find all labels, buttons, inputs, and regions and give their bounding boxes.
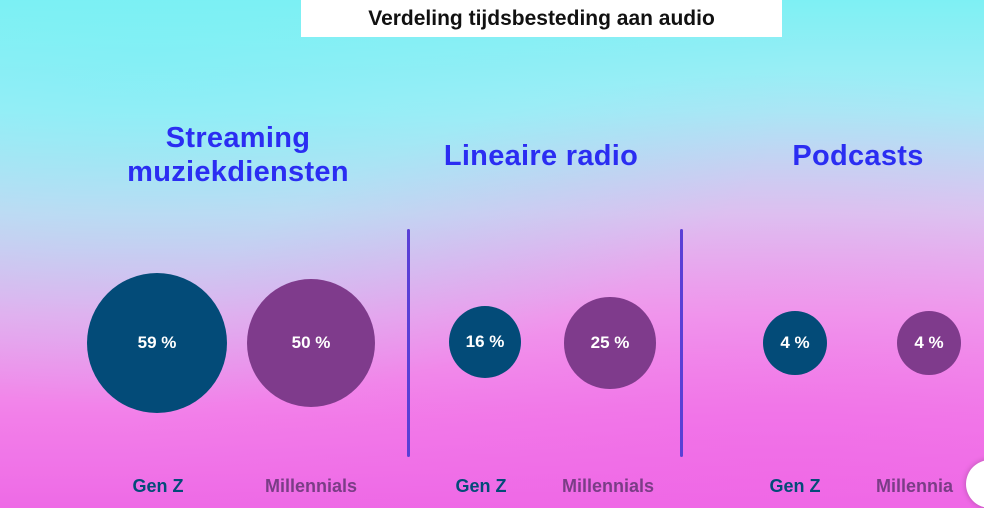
group-label-gen-z: Gen Z: [455, 476, 507, 496]
bubble-value-label: 25 %: [590, 332, 630, 352]
group-label-millennials: Millennials: [561, 476, 655, 496]
group-label-gen-z: Gen Z: [769, 476, 821, 496]
bubble-podcasts-millennials: 4 %: [897, 311, 961, 375]
bubble-podcasts-gen-z: 4 %: [763, 311, 827, 375]
group-label-millennials: Millennia: [876, 476, 954, 496]
group-label-millennials: Millennials: [264, 476, 358, 496]
group-label-gen-z: Gen Z: [132, 476, 184, 496]
bubble-value-label: 4 %: [914, 333, 944, 352]
bubble-radio-gen-z: 16 %: [448, 305, 522, 379]
section-title-line-2: muziekdiensten: [127, 156, 349, 188]
section-title-line-1: Streaming: [165, 122, 311, 154]
section-title-radio: Lineaire radio: [416, 139, 666, 173]
section-title-podcasts: Podcasts: [760, 139, 956, 173]
section-divider: [407, 229, 410, 457]
bubble-radio-millennials: 25 %: [564, 297, 656, 389]
bubble-streaming-millennials: 50 %: [246, 278, 376, 408]
bubble-streaming-gen-z: 59 %: [87, 273, 227, 413]
section-divider: [680, 229, 683, 457]
bubble-value-label: 4 %: [780, 333, 810, 352]
bubble-value-label: 16 %: [465, 331, 505, 351]
section-title-line-1: Podcasts: [792, 140, 924, 172]
bubble-value-label: 50 %: [291, 332, 331, 352]
chart-title: Verdeling tijdsbesteding aan audio: [368, 6, 715, 30]
bubble-value-label: 59 %: [137, 333, 177, 352]
chart-title-box: Verdeling tijdsbesteding aan audio: [301, 0, 782, 37]
section-title-streaming: Streaming muziekdiensten: [88, 121, 388, 189]
section-title-line-1: Lineaire radio: [443, 140, 639, 172]
floating-action-button[interactable]: [966, 460, 984, 508]
